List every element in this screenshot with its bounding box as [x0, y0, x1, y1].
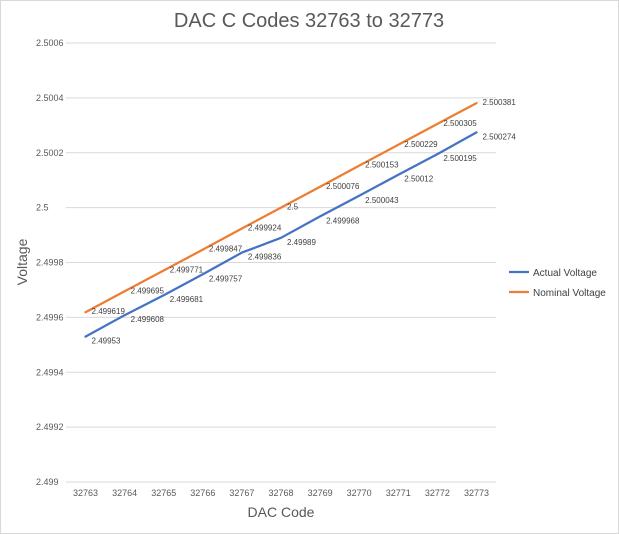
x-tick-label: 32765: [151, 488, 176, 498]
data-label: 2.499695: [131, 286, 165, 295]
legend: Actual Voltage Nominal Voltage: [509, 268, 606, 299]
y-axis-ticks: 2.499 2.4992 2.4994 2.4996 2.4998 2.5 2.5002 2.…: [36, 38, 64, 487]
data-label: 2.499771: [170, 265, 204, 274]
data-label: 2.500381: [482, 98, 516, 107]
x-tick-label: 32767: [229, 488, 254, 498]
x-tick-label: 32769: [308, 488, 333, 498]
x-tick-label: 32772: [425, 488, 450, 498]
legend-label: Actual Voltage: [533, 268, 597, 279]
data-label: 2.499608: [131, 315, 165, 324]
x-tick-label: 32766: [190, 488, 215, 498]
data-label: 2.499757: [209, 274, 243, 283]
data-label: 2.500043: [365, 196, 399, 205]
data-label: 2.50012: [404, 175, 433, 184]
data-label: 2.500076: [326, 182, 360, 191]
y-tick-label: 2.5: [36, 203, 49, 213]
data-label: 2.499681: [170, 295, 204, 304]
series-line-nominal-voltage: [84, 101, 478, 314]
y-axis-title: Voltage: [14, 238, 30, 285]
x-tick-label: 32771: [386, 488, 411, 498]
x-tick-label: 32764: [112, 488, 137, 498]
data-label: 2.499836: [248, 253, 282, 262]
data-label: 2.500229: [404, 140, 438, 149]
x-tick-label: 32773: [464, 488, 489, 498]
y-tick-label: 2.4998: [36, 258, 64, 268]
data-label: 2.499924: [248, 223, 282, 232]
x-axis-title: DAC Code: [248, 504, 315, 520]
data-label: 2.5: [287, 203, 299, 212]
data-label: 2.49989: [287, 238, 316, 247]
data-label: 2.49953: [92, 337, 121, 346]
data-label: 2.500274: [482, 132, 516, 141]
data-label: 2.499968: [326, 216, 360, 225]
y-tick-label: 2.4994: [36, 367, 64, 377]
y-tick-label: 2.5002: [36, 148, 64, 158]
chart-title: DAC C Codes 32763 to 32773: [174, 10, 444, 32]
data-label: 2.499619: [92, 307, 126, 316]
x-tick-label: 32763: [73, 488, 98, 498]
series-line-actual-voltage: [84, 131, 478, 338]
x-tick-label: 32770: [347, 488, 372, 498]
data-label: 2.500305: [443, 119, 477, 128]
y-tick-label: 2.4992: [36, 422, 64, 432]
series-layer: [84, 101, 478, 338]
y-tick-label: 2.4996: [36, 312, 64, 322]
data-label: 2.500153: [365, 161, 399, 170]
x-axis-ticks: 32763 32764 32765 32766 32767 32768 32769 32770…: [73, 488, 489, 498]
data-label: 2.500195: [443, 154, 477, 163]
data-label: 2.499847: [209, 245, 243, 254]
data-labels: 2.49953 2.499608 2.499681 2.499757 2.499836 2…: [92, 98, 517, 345]
y-tick-label: 2.499: [36, 477, 59, 487]
y-tick-label: 2.5004: [36, 93, 64, 103]
x-tick-label: 32768: [268, 488, 293, 498]
legend-label: Nominal Voltage: [533, 288, 606, 299]
gridlines: [66, 42, 496, 483]
y-tick-label: 2.5006: [36, 38, 64, 48]
